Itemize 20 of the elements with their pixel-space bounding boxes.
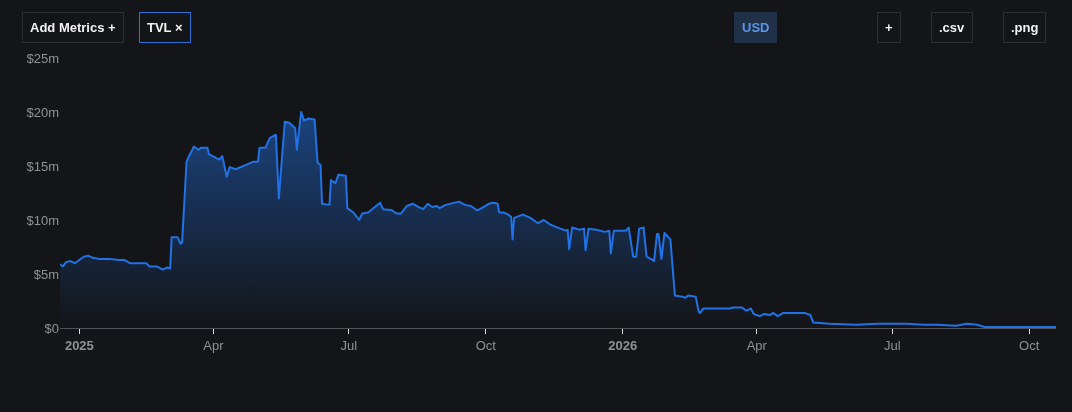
text: TVL × xyxy=(147,20,183,35)
text: .png xyxy=(1011,20,1039,35)
y-tick-label: $0 xyxy=(44,320,59,336)
text: .csv xyxy=(939,20,966,35)
text: Add Metrics + xyxy=(30,20,117,35)
x-tick-label: Jul xyxy=(883,337,901,353)
x-tick-label: Apr xyxy=(203,337,225,353)
y-tick-label: $10m xyxy=(26,212,59,228)
x-tick-label: 2025 xyxy=(64,337,94,353)
x-tick-label: 2026 xyxy=(608,337,638,353)
text: USD xyxy=(742,20,770,35)
y-tick-label: $20m xyxy=(26,104,59,120)
y-tick-label: $25m xyxy=(26,50,59,66)
y-tick-label: $5m xyxy=(33,266,59,282)
x-tick-label: Jul xyxy=(340,337,358,353)
x-tick-label: Oct xyxy=(1019,337,1040,353)
x-tick-label: Oct xyxy=(475,337,497,353)
x-tick-label: Apr xyxy=(746,337,768,353)
text: + xyxy=(885,20,893,35)
y-tick-label: $15m xyxy=(26,158,59,174)
